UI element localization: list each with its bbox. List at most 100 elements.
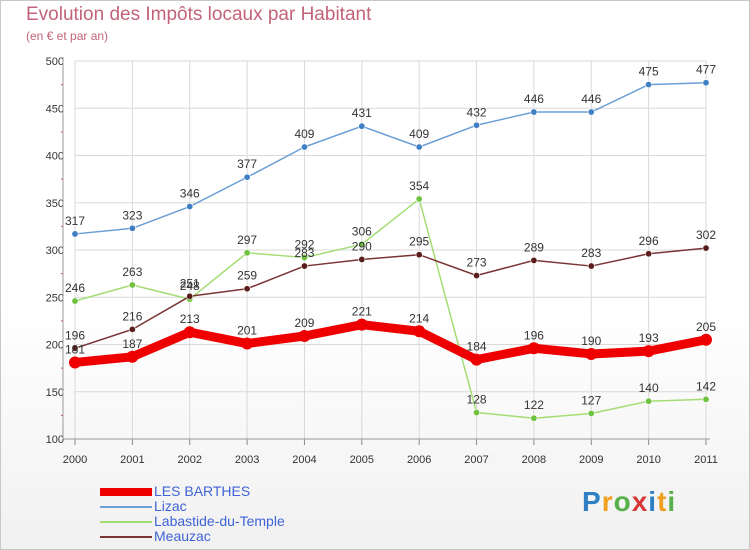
y-tick-label: 500 (46, 56, 64, 68)
data-point-meauzac (473, 272, 481, 280)
data-label-labastide-du-temple: 140 (639, 381, 659, 395)
series-line-lizac (74, 81, 707, 235)
data-label-les-barthes: 193 (639, 331, 659, 345)
legend-item-meauzac: Meauzac (100, 529, 285, 544)
x-tick-label: 2004 (292, 454, 316, 466)
y-tick-label: 200 (46, 340, 64, 352)
y-tick-label: 450 (46, 103, 64, 115)
x-tick-label: 2006 (407, 454, 431, 466)
data-label-meauzac: 296 (639, 234, 659, 248)
data-point-les-barthes (126, 350, 139, 363)
data-label-lizac: 409 (294, 127, 314, 141)
data-point-lizac (702, 79, 710, 87)
data-point-labastide-du-temple (530, 414, 538, 422)
data-label-les-barthes: 214 (409, 311, 429, 325)
data-label-meauzac: 302 (696, 228, 716, 242)
data-point-meauzac (587, 262, 595, 270)
data-label-lizac: 477 (696, 63, 716, 77)
x-tick-label: 2003 (235, 454, 259, 466)
y-tick-label: 300 (46, 245, 64, 257)
y-tick-label: 150 (46, 387, 64, 399)
legend-swatch-labastide (100, 520, 152, 523)
data-label-lizac: 431 (352, 106, 372, 120)
data-label-lizac: 346 (180, 187, 200, 201)
data-label-meauzac: 283 (294, 246, 314, 260)
data-label-labastide-du-temple: 127 (581, 393, 601, 407)
y-tick-label: 250 (46, 292, 64, 304)
legend-label-lizac: Lizac (154, 498, 187, 514)
data-label-labastide-du-temple: 292 (294, 238, 314, 252)
x-tick-label: 2000 (63, 454, 87, 466)
data-point-lizac (645, 81, 653, 89)
legend-item-lizac: Lizac (100, 499, 285, 514)
data-label-labastide-du-temple: 306 (352, 224, 372, 238)
data-label-les-barthes: 209 (294, 316, 314, 330)
data-label-labastide-du-temple: 263 (122, 265, 142, 279)
data-point-labastide-du-temple (415, 195, 423, 203)
data-label-meauzac: 259 (237, 269, 257, 283)
data-point-les-barthes (470, 353, 483, 366)
legend-swatch-les-barthes (100, 487, 152, 496)
data-point-lizac (530, 108, 538, 116)
data-point-les-barthes (585, 347, 598, 360)
data-label-labastide-du-temple: 297 (237, 233, 257, 247)
data-point-labastide-du-temple (243, 249, 251, 257)
data-point-les-barthes (69, 356, 81, 369)
data-label-labastide-du-temple: 354 (409, 179, 429, 193)
data-point-labastide-du-temple (358, 240, 366, 248)
data-label-labastide-du-temple: 248 (180, 279, 200, 293)
data-point-les-barthes (241, 337, 254, 350)
data-point-labastide-du-temple (587, 409, 595, 417)
data-label-lizac: 432 (467, 105, 487, 119)
y-tick-label: 100 (46, 434, 64, 446)
data-label-meauzac: 283 (581, 246, 601, 260)
data-point-les-barthes (642, 345, 655, 358)
data-label-lizac: 446 (524, 92, 544, 106)
legend-item-les-barthes: LES BARTHES (100, 484, 285, 499)
x-tick-label: 2009 (579, 454, 603, 466)
data-label-meauzac: 251 (180, 276, 200, 290)
data-label-lizac: 446 (581, 92, 601, 106)
x-tick-label: 2011 (694, 454, 718, 466)
legend: LES BARTHES Lizac Labastide-du-Temple Me… (100, 484, 285, 544)
legend-label-meauzac: Meauzac (154, 528, 211, 544)
series-line-meauzac (74, 247, 707, 350)
data-label-meauzac: 216 (122, 309, 142, 323)
data-point-meauzac (186, 292, 194, 300)
data-point-meauzac (415, 251, 423, 259)
data-point-labastide-du-temple (645, 397, 653, 405)
chart-subtitle: (en € et par an) (26, 29, 109, 43)
data-label-les-barthes: 196 (524, 328, 544, 342)
data-label-lizac: 317 (65, 214, 85, 228)
data-point-meauzac (702, 244, 710, 252)
data-label-lizac: 475 (639, 65, 659, 79)
data-label-lizac: 323 (122, 208, 142, 222)
x-tick-label: 2002 (177, 454, 201, 466)
data-point-labastide-du-temple (300, 254, 308, 262)
legend-item-labastide: Labastide-du-Temple (100, 514, 285, 529)
data-point-labastide-du-temple (702, 395, 710, 403)
data-label-labastide-du-temple: 246 (65, 281, 85, 295)
data-label-labastide-du-temple: 142 (696, 379, 716, 393)
data-point-labastide-du-temple (128, 281, 136, 289)
y-tick-label: 400 (46, 151, 64, 163)
data-point-meauzac (358, 255, 366, 263)
data-point-lizac (186, 203, 194, 211)
data-label-les-barthes: 213 (180, 312, 200, 326)
data-label-labastide-du-temple: 122 (524, 398, 544, 412)
data-label-les-barthes: 201 (237, 324, 257, 338)
series-line-les-barthes (70, 320, 711, 367)
legend-label-labastide: Labastide-du-Temple (154, 513, 285, 529)
x-tick-label: 2010 (636, 454, 660, 466)
data-point-lizac (243, 173, 251, 181)
data-point-lizac (300, 143, 308, 151)
x-tick-label: 2008 (522, 454, 546, 466)
proxiti-logo: Proxiti (582, 486, 677, 517)
data-point-les-barthes (355, 318, 368, 331)
data-label-les-barthes: 205 (696, 320, 716, 334)
data-point-meauzac (128, 325, 136, 333)
data-point-les-barthes (183, 326, 196, 339)
data-label-les-barthes: 221 (352, 305, 372, 319)
